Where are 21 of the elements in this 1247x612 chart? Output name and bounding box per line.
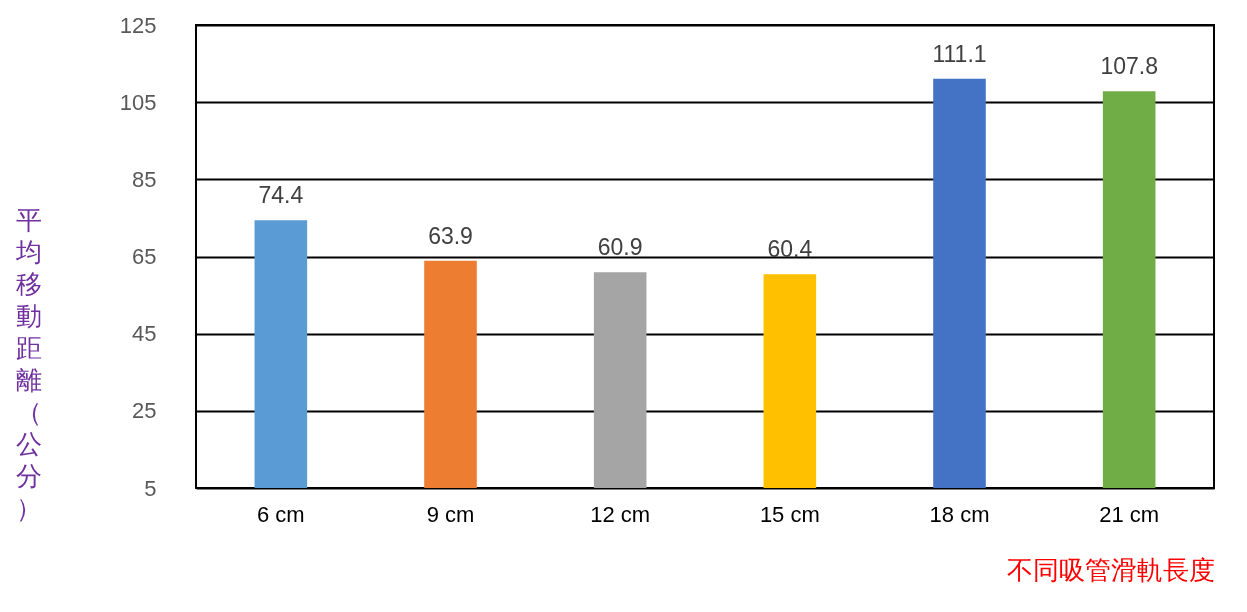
data-label: 60.9 xyxy=(597,234,643,261)
x-tick-label: 6 cm xyxy=(256,501,305,527)
x-tick-label: 9 cm xyxy=(426,501,475,527)
x-tick-label: 15 cm xyxy=(759,501,820,527)
data-label: 111.1 xyxy=(932,40,987,67)
y-tick-label: 85 xyxy=(132,166,157,192)
data-label: 107.8 xyxy=(1100,53,1158,80)
y-tick-label: 45 xyxy=(132,321,157,347)
y-tick-label: 105 xyxy=(119,89,157,115)
y-tick-label: 65 xyxy=(132,244,157,269)
x-tick-label: 12 cm xyxy=(590,501,651,527)
x-axis-title: 不同吸管滑軌長度 xyxy=(1006,554,1215,585)
y-tick-label: 125 xyxy=(119,12,157,38)
y-tick-label: 5 xyxy=(144,475,157,501)
data-label: 74.4 xyxy=(258,182,304,209)
x-tick-label: 18 cm xyxy=(929,501,990,527)
text: 平均移動距離（公分） xyxy=(15,204,42,523)
data-label: 63.9 xyxy=(428,222,473,249)
data-label: 60.4 xyxy=(767,236,813,263)
x-tick-label: 21 cm xyxy=(1099,501,1160,527)
y-tick-label: 25 xyxy=(132,398,157,424)
